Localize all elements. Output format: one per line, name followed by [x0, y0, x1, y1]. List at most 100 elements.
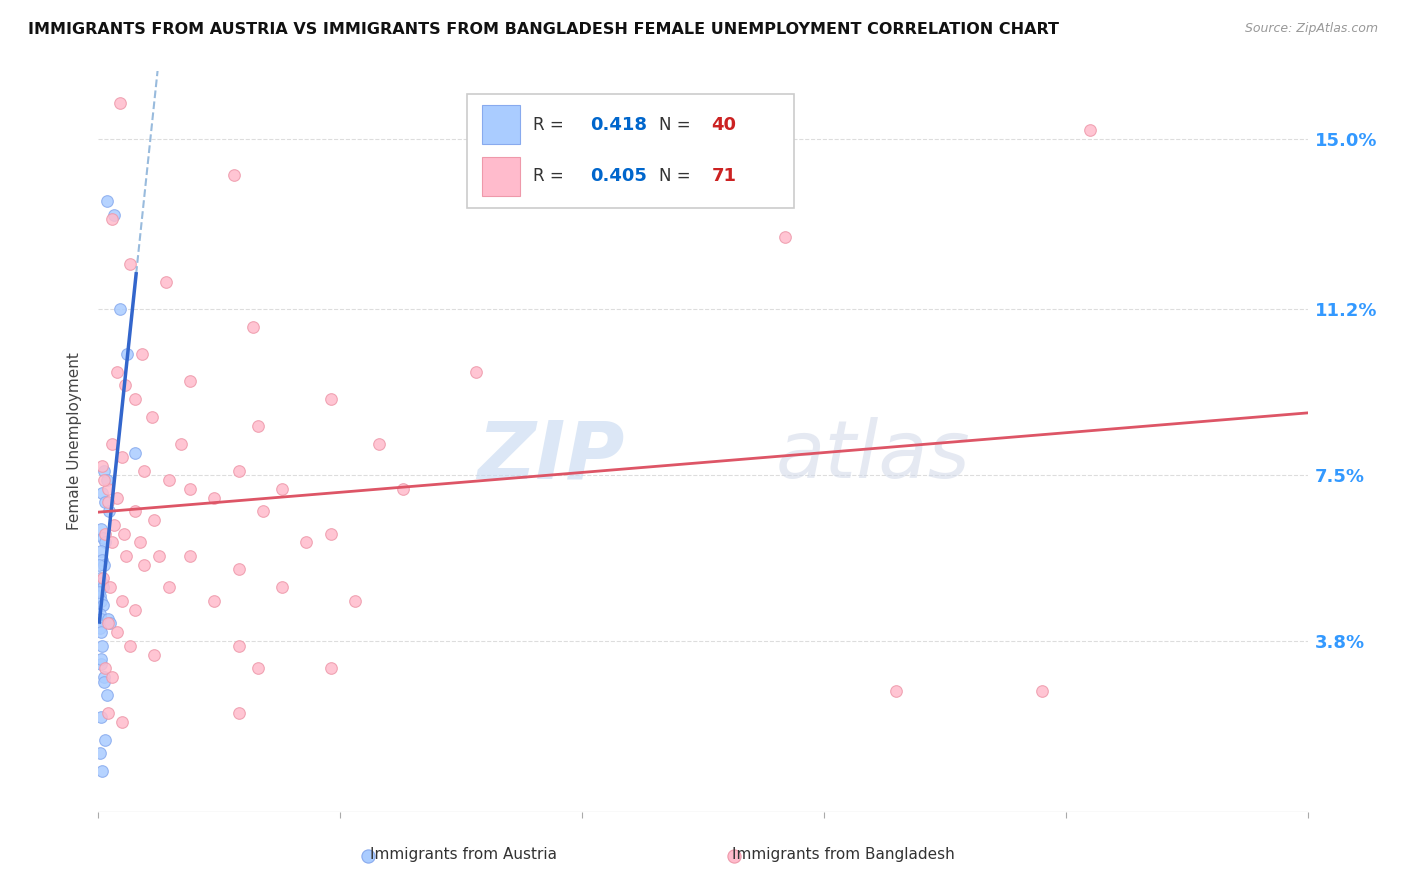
Point — [886, 683, 908, 698]
Point — [131, 347, 153, 361]
Point — [101, 535, 124, 549]
Point — [319, 526, 342, 541]
Point — [723, 849, 745, 863]
Point — [94, 526, 117, 541]
Point — [143, 513, 166, 527]
Point — [128, 535, 150, 549]
Point — [105, 491, 128, 505]
Point — [1031, 683, 1053, 698]
Point — [464, 365, 486, 379]
Point — [89, 558, 111, 572]
Point — [124, 446, 146, 460]
Point — [295, 535, 318, 549]
Point — [228, 639, 250, 653]
Point — [134, 464, 156, 478]
Point — [91, 639, 114, 653]
Point — [157, 473, 180, 487]
Point — [91, 571, 114, 585]
Point — [319, 661, 342, 675]
Point — [89, 571, 111, 585]
Point — [105, 625, 128, 640]
Point — [90, 764, 112, 779]
Point — [115, 549, 138, 563]
Point — [155, 275, 177, 289]
Point — [204, 594, 226, 608]
Point — [96, 473, 118, 487]
Point — [111, 450, 134, 465]
Point — [124, 392, 146, 406]
Point — [101, 670, 124, 684]
Text: ZIP: ZIP — [477, 417, 624, 495]
Point — [148, 549, 170, 563]
FancyBboxPatch shape — [467, 94, 793, 209]
Point — [97, 616, 120, 631]
Point — [228, 464, 250, 478]
Point — [90, 612, 112, 626]
Point — [114, 378, 136, 392]
Point — [91, 531, 114, 545]
Point — [90, 459, 112, 474]
Point — [90, 657, 112, 671]
Point — [228, 562, 250, 576]
Point — [91, 580, 114, 594]
Text: R =: R = — [533, 116, 568, 134]
Point — [89, 621, 111, 635]
Text: R =: R = — [533, 168, 568, 186]
Point — [103, 517, 125, 532]
Point — [271, 482, 294, 496]
Point — [93, 464, 115, 478]
Point — [157, 580, 180, 594]
Point — [169, 437, 191, 451]
Point — [93, 670, 115, 684]
Point — [108, 95, 131, 110]
Point — [112, 526, 135, 541]
Point — [134, 558, 156, 572]
Text: Immigrants from Bangladesh: Immigrants from Bangladesh — [733, 847, 955, 862]
Point — [118, 639, 141, 653]
Point — [89, 590, 111, 604]
Point — [96, 688, 118, 702]
Point — [101, 437, 124, 451]
Point — [271, 580, 294, 594]
Point — [252, 504, 274, 518]
Point — [118, 257, 141, 271]
Point — [90, 575, 112, 590]
FancyBboxPatch shape — [482, 105, 520, 144]
Point — [179, 482, 201, 496]
Point — [103, 208, 125, 222]
Point — [97, 482, 120, 496]
Point — [773, 230, 796, 244]
Point — [98, 616, 121, 631]
Text: Source: ZipAtlas.com: Source: ZipAtlas.com — [1244, 22, 1378, 36]
Point — [111, 594, 134, 608]
Text: N =: N = — [659, 116, 696, 134]
Point — [89, 747, 111, 761]
Point — [91, 599, 114, 613]
Point — [204, 491, 226, 505]
Point — [98, 580, 121, 594]
Text: N =: N = — [659, 168, 696, 186]
FancyBboxPatch shape — [482, 157, 520, 195]
Point — [91, 486, 114, 500]
Point — [90, 652, 112, 666]
Point — [111, 714, 134, 729]
Point — [228, 706, 250, 720]
Point — [124, 603, 146, 617]
Point — [1078, 122, 1101, 136]
Point — [94, 535, 117, 549]
Point — [93, 558, 115, 572]
Point — [117, 347, 139, 361]
Point — [94, 661, 117, 675]
Text: 40: 40 — [711, 116, 737, 134]
Point — [179, 549, 201, 563]
Text: Immigrants from Austria: Immigrants from Austria — [370, 847, 558, 862]
Text: IMMIGRANTS FROM AUSTRIA VS IMMIGRANTS FROM BANGLADESH FEMALE UNEMPLOYMENT CORREL: IMMIGRANTS FROM AUSTRIA VS IMMIGRANTS FR… — [28, 22, 1059, 37]
Point — [97, 612, 120, 626]
Point — [368, 437, 391, 451]
Point — [91, 553, 114, 567]
Point — [97, 495, 120, 509]
Point — [392, 482, 415, 496]
Y-axis label: Female Unemployment: Female Unemployment — [67, 352, 83, 531]
Point — [89, 585, 111, 599]
Point — [93, 473, 115, 487]
